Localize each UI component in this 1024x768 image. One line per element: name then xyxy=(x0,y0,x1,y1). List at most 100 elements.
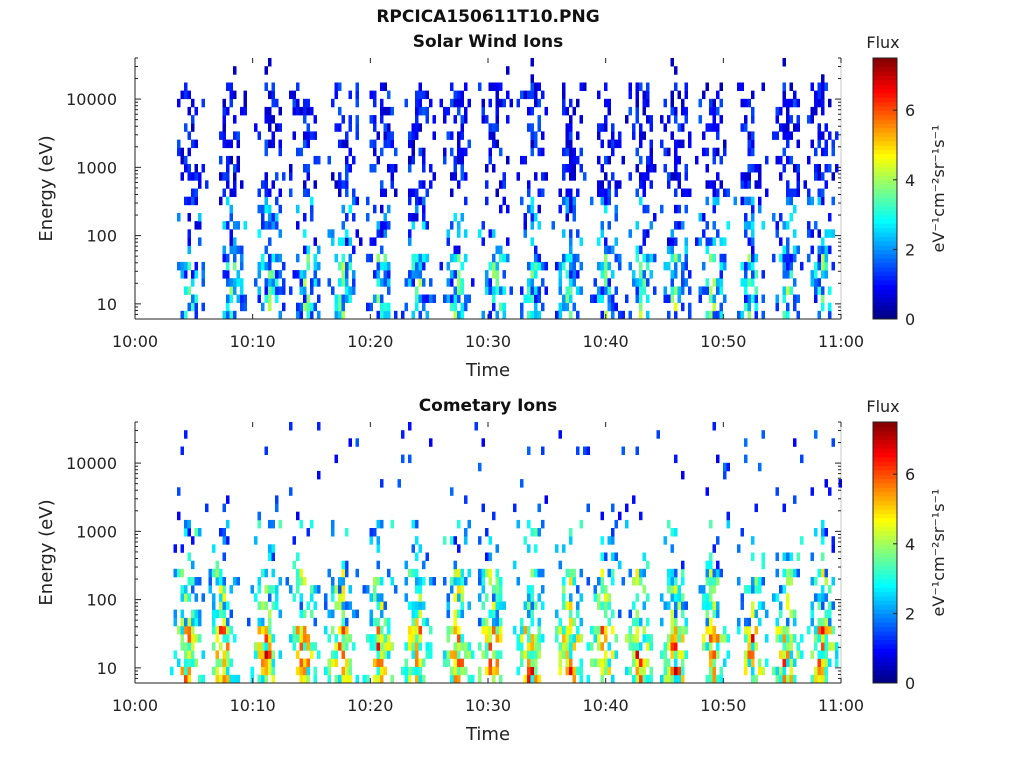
spectrogram-cell xyxy=(187,172,191,181)
spectrogram-cell xyxy=(600,552,604,561)
spectrogram-cell xyxy=(411,188,415,197)
spectrogram-cell xyxy=(677,625,681,635)
spectrogram-cell xyxy=(719,278,723,287)
spectrogram-cell xyxy=(824,180,828,189)
spectrogram-cell xyxy=(268,302,272,312)
spectrogram-cell xyxy=(212,609,216,619)
spectrogram-cell xyxy=(639,658,643,667)
spectrogram-cell xyxy=(450,294,454,303)
spectrogram-cell xyxy=(457,568,461,578)
colorbar-step xyxy=(873,314,897,320)
spectrogram-cell xyxy=(751,658,755,667)
spectrogram-cell xyxy=(569,188,573,197)
spectrogram-cell xyxy=(264,286,268,295)
spectrogram-cell xyxy=(292,98,296,108)
spectrogram-cell xyxy=(789,674,793,684)
spectrogram-cell xyxy=(387,568,391,578)
spectrogram-cell xyxy=(821,552,825,561)
spectrogram-cell xyxy=(590,625,594,635)
spectrogram-cell xyxy=(534,172,538,181)
spectrogram-cell xyxy=(527,261,531,271)
spectrogram-cell xyxy=(488,131,492,140)
spectrogram-cell xyxy=(338,180,342,189)
spectrogram-cell xyxy=(299,634,303,643)
spectrogram-cell xyxy=(632,642,636,651)
spectrogram-cell xyxy=(380,82,384,91)
colorbar-step xyxy=(873,197,897,203)
spectrogram-cell xyxy=(705,310,709,320)
spectrogram-cell xyxy=(817,253,821,263)
spectrogram-cell xyxy=(411,270,415,279)
spectrogram-cells xyxy=(170,422,842,684)
spectrogram-cell xyxy=(562,302,566,312)
spectrogram-cell xyxy=(257,519,261,529)
spectrogram-cell xyxy=(712,666,716,676)
spectrogram-cell xyxy=(712,544,716,553)
spectrogram-cell xyxy=(303,115,307,124)
spectrogram-cell xyxy=(572,278,576,287)
spectrogram-cell xyxy=(271,286,275,295)
spectrogram-cell xyxy=(485,666,489,676)
spectrogram-cell xyxy=(751,204,755,214)
spectrogram-cell xyxy=(635,221,639,230)
spectrogram-cell xyxy=(737,625,741,635)
spectrogram-cell xyxy=(821,196,825,206)
colorbar-step xyxy=(873,223,897,229)
spectrogram-cell xyxy=(628,229,632,238)
spectrogram-cells xyxy=(177,58,839,320)
spectrogram-cell xyxy=(537,650,541,659)
spectrogram-cell xyxy=(222,625,226,635)
spectrogram-cell xyxy=(222,139,226,149)
spectrogram-cell xyxy=(681,123,685,132)
spectrogram-cell xyxy=(761,270,765,279)
spectrogram-cell xyxy=(677,666,681,676)
x-tick-label: 10:00 xyxy=(112,696,158,715)
spectrogram-cell xyxy=(464,650,468,659)
spectrogram-cell xyxy=(453,642,457,651)
spectrogram-cell xyxy=(257,286,261,295)
spectrogram-cell xyxy=(338,106,342,116)
spectrogram-cell xyxy=(821,90,825,100)
spectrogram-cell xyxy=(758,577,762,586)
spectrogram-cell xyxy=(751,601,755,610)
spectrogram-cell xyxy=(240,180,244,189)
spectrogram-cell xyxy=(565,666,569,676)
spectrogram-cell xyxy=(411,650,415,659)
spectrogram-cell xyxy=(653,164,657,173)
spectrogram-cell xyxy=(310,204,314,214)
spectrogram-cell xyxy=(341,634,345,643)
spectrogram-cell xyxy=(782,147,786,157)
spectrogram-cell xyxy=(418,147,422,157)
spectrogram-cell xyxy=(460,131,464,140)
spectrogram-cell xyxy=(702,593,706,602)
spectrogram-cell xyxy=(747,310,751,320)
spectrogram-cell xyxy=(565,204,569,214)
spectrogram-cell xyxy=(604,98,608,108)
spectrogram-cell xyxy=(607,593,611,602)
spectrogram-cell xyxy=(387,90,391,100)
spectrogram-cell xyxy=(723,470,727,480)
spectrogram-cell xyxy=(261,204,265,214)
spectrogram-cell xyxy=(565,164,569,173)
spectrogram-cell xyxy=(740,278,744,287)
spectrogram-cell xyxy=(313,180,317,189)
spectrogram-cell xyxy=(376,601,380,610)
spectrogram-cell xyxy=(341,560,345,570)
spectrogram-cell xyxy=(625,634,629,643)
spectrogram-cell xyxy=(807,221,811,230)
spectrogram-cell xyxy=(642,674,646,684)
spectrogram-cell xyxy=(558,204,562,214)
spectrogram-cell xyxy=(786,106,790,116)
spectrogram-cell xyxy=(681,601,685,610)
spectrogram-cell xyxy=(411,609,415,619)
spectrogram-cell xyxy=(534,642,538,651)
spectrogram-cell xyxy=(380,229,384,238)
spectrogram-cell xyxy=(607,658,611,667)
spectrogram-cell xyxy=(240,294,244,303)
spectrogram-cell xyxy=(268,221,272,230)
spectrogram-cell xyxy=(453,270,457,279)
spectrogram-cell xyxy=(684,115,688,124)
spectrogram-cell xyxy=(425,115,429,124)
spectrogram-cell xyxy=(705,568,709,578)
colorbar-step xyxy=(873,153,897,159)
